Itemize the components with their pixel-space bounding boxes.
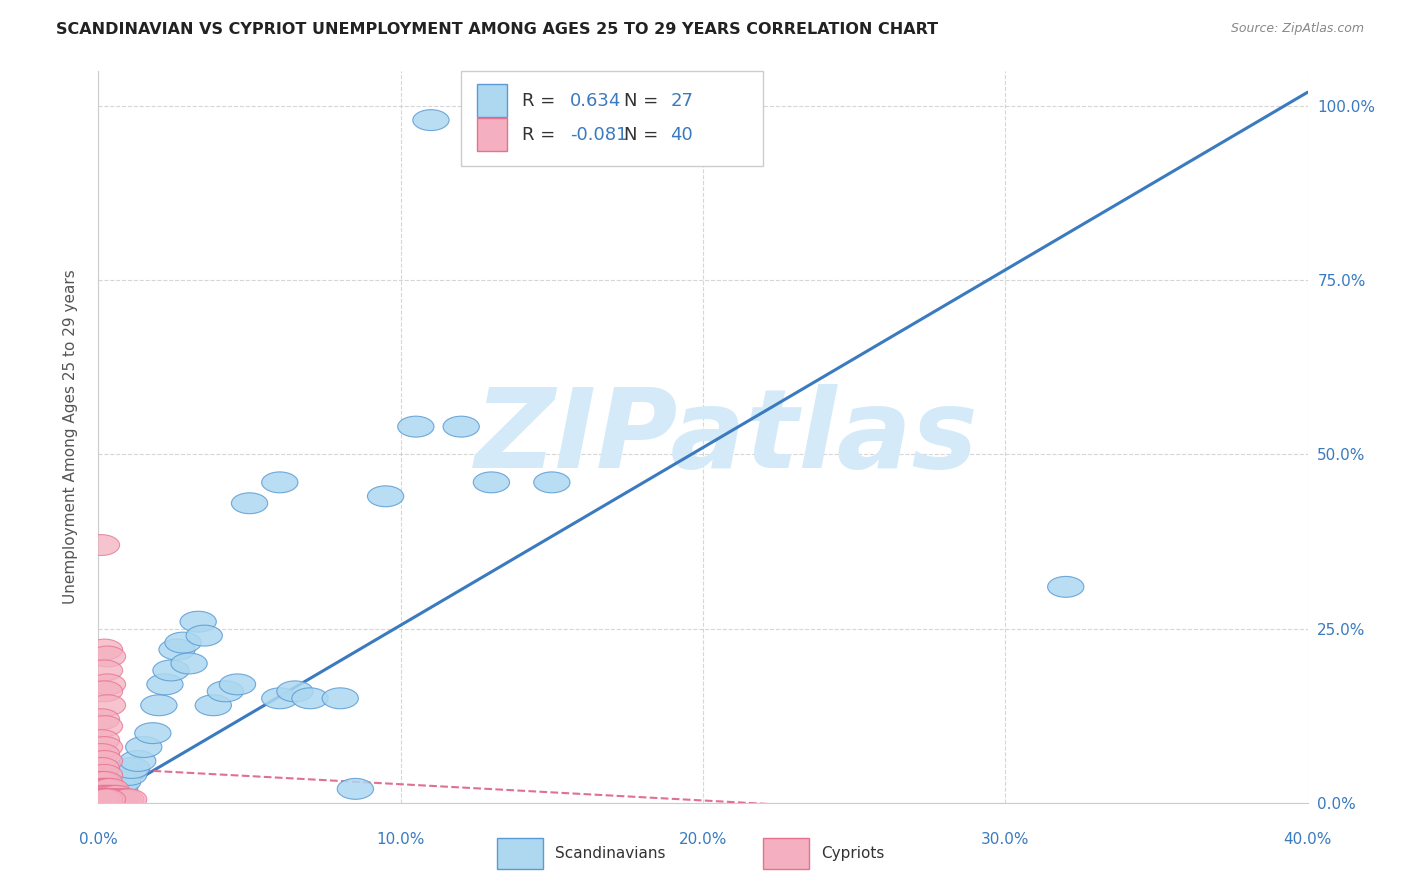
Ellipse shape (111, 764, 146, 785)
FancyBboxPatch shape (477, 84, 508, 117)
Ellipse shape (219, 674, 256, 695)
Ellipse shape (90, 646, 125, 667)
Ellipse shape (86, 789, 122, 810)
Ellipse shape (101, 789, 138, 810)
Ellipse shape (86, 639, 122, 660)
Text: SCANDINAVIAN VS CYPRIOT UNEMPLOYMENT AMONG AGES 25 TO 29 YEARS CORRELATION CHART: SCANDINAVIAN VS CYPRIOT UNEMPLOYMENT AMO… (56, 22, 938, 37)
Ellipse shape (180, 611, 217, 632)
Text: N =: N = (624, 92, 665, 110)
Ellipse shape (101, 779, 138, 799)
Ellipse shape (86, 779, 122, 799)
Text: Source: ZipAtlas.com: Source: ZipAtlas.com (1230, 22, 1364, 36)
Ellipse shape (90, 789, 125, 810)
Ellipse shape (86, 660, 122, 681)
Ellipse shape (86, 750, 122, 772)
Text: Scandinavians: Scandinavians (555, 846, 666, 861)
Ellipse shape (86, 785, 122, 806)
Text: 10.0%: 10.0% (377, 832, 425, 847)
Ellipse shape (207, 681, 243, 702)
Ellipse shape (90, 674, 125, 695)
Ellipse shape (474, 472, 509, 492)
Ellipse shape (90, 779, 125, 799)
Ellipse shape (135, 723, 172, 744)
Ellipse shape (83, 779, 120, 799)
Text: N =: N = (624, 126, 665, 144)
Ellipse shape (96, 789, 132, 810)
Ellipse shape (111, 789, 146, 810)
Ellipse shape (195, 695, 232, 715)
Y-axis label: Unemployment Among Ages 25 to 29 years: Unemployment Among Ages 25 to 29 years (63, 269, 77, 605)
Ellipse shape (262, 688, 298, 709)
Ellipse shape (83, 757, 120, 779)
Text: ZIPatlas: ZIPatlas (475, 384, 979, 491)
Ellipse shape (83, 744, 120, 764)
Ellipse shape (165, 632, 201, 653)
Ellipse shape (86, 715, 122, 737)
Ellipse shape (125, 737, 162, 757)
Ellipse shape (98, 785, 135, 806)
Ellipse shape (398, 417, 434, 437)
Ellipse shape (93, 785, 129, 806)
FancyBboxPatch shape (763, 838, 810, 869)
Ellipse shape (443, 417, 479, 437)
Ellipse shape (186, 625, 222, 646)
Text: R =: R = (522, 92, 561, 110)
Ellipse shape (90, 789, 125, 810)
Text: R =: R = (522, 126, 561, 144)
Ellipse shape (86, 764, 122, 785)
FancyBboxPatch shape (477, 118, 508, 151)
Ellipse shape (367, 486, 404, 507)
Ellipse shape (96, 785, 132, 806)
Text: 40: 40 (671, 126, 693, 144)
Ellipse shape (534, 472, 569, 492)
Ellipse shape (337, 779, 374, 799)
Ellipse shape (159, 639, 195, 660)
Ellipse shape (90, 695, 125, 715)
Text: 30.0%: 30.0% (981, 832, 1029, 847)
Ellipse shape (322, 688, 359, 709)
Ellipse shape (104, 789, 141, 810)
Ellipse shape (83, 730, 120, 750)
Text: 0.634: 0.634 (569, 92, 621, 110)
Ellipse shape (83, 772, 120, 792)
Ellipse shape (104, 772, 141, 792)
Ellipse shape (146, 674, 183, 695)
Ellipse shape (93, 779, 129, 799)
Text: Cypriots: Cypriots (821, 846, 884, 861)
Ellipse shape (83, 785, 120, 806)
Text: -0.081: -0.081 (569, 126, 627, 144)
Ellipse shape (83, 789, 120, 810)
FancyBboxPatch shape (498, 838, 543, 869)
Ellipse shape (153, 660, 190, 681)
Ellipse shape (90, 785, 125, 806)
Text: 0.0%: 0.0% (79, 832, 118, 847)
Ellipse shape (83, 789, 120, 810)
Ellipse shape (262, 472, 298, 492)
Ellipse shape (86, 681, 122, 702)
FancyBboxPatch shape (461, 71, 763, 167)
Ellipse shape (120, 750, 156, 772)
Ellipse shape (98, 789, 135, 810)
Ellipse shape (90, 785, 125, 806)
Ellipse shape (86, 772, 122, 792)
Ellipse shape (141, 695, 177, 715)
Ellipse shape (86, 737, 122, 757)
Ellipse shape (83, 534, 120, 556)
Ellipse shape (172, 653, 207, 674)
Ellipse shape (413, 110, 449, 130)
Ellipse shape (114, 757, 150, 779)
Ellipse shape (93, 789, 129, 810)
Text: 20.0%: 20.0% (679, 832, 727, 847)
Ellipse shape (1047, 576, 1084, 598)
Ellipse shape (107, 789, 143, 810)
Ellipse shape (86, 789, 122, 810)
Ellipse shape (96, 779, 132, 799)
Ellipse shape (277, 681, 314, 702)
Ellipse shape (83, 709, 120, 730)
Ellipse shape (292, 688, 328, 709)
Ellipse shape (232, 492, 267, 514)
Text: 40.0%: 40.0% (1284, 832, 1331, 847)
Text: 27: 27 (671, 92, 693, 110)
